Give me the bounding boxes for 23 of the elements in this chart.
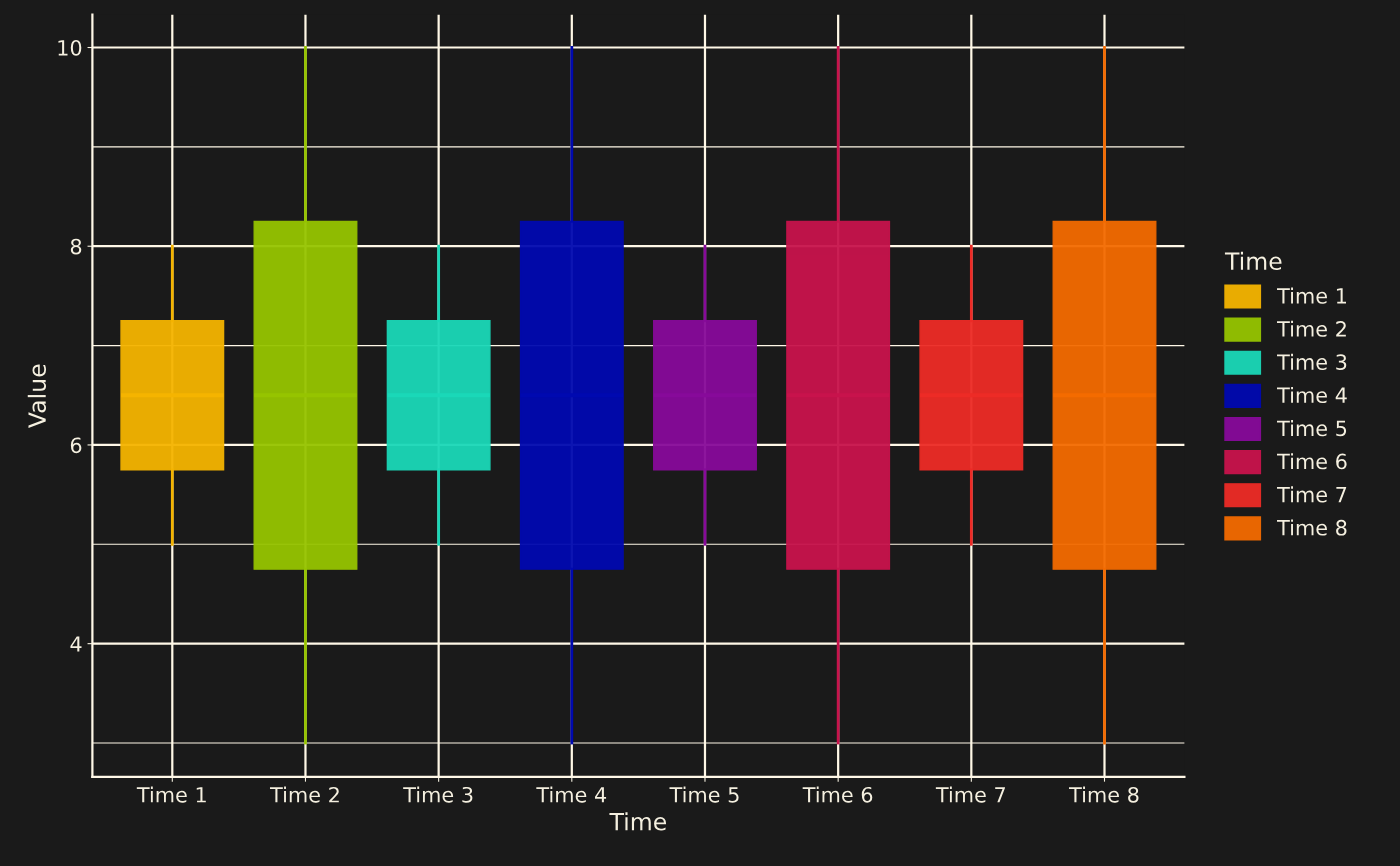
y-tick-label: 10 [58,39,82,56]
legend-label: Time 2 [1277,320,1346,337]
x-tick-label: Time 3 [403,786,473,803]
legend-label: Time 5 [1277,420,1347,437]
x-tick-label: Time 5 [669,786,739,803]
y-tick-label: 8 [70,238,82,255]
y-tick-label: 6 [70,437,82,454]
x-tick-label: Time 4 [536,786,607,803]
legend-label: Time 4 [1277,386,1347,404]
x-tick-label: Time 2 [269,786,339,803]
legend-label: Time 3 [1277,353,1347,370]
x-tick-label: Time 7 [935,786,1005,803]
legend-label: Time 6 [1277,453,1347,470]
legend-label: Time 7 [1277,486,1347,503]
y-axis-title: Value [27,364,47,428]
y-tick-label: 4 [70,636,82,652]
x-tick-label: Time 1 [136,786,206,803]
legend-label: Time 8 [1277,519,1347,536]
x-axis-title: Time [609,812,667,831]
legend-label: Time 1 [1277,287,1346,304]
legend-title: Time [1224,251,1282,271]
x-tick-label: Time 8 [1069,786,1139,803]
x-tick-label: Time 6 [802,786,873,803]
